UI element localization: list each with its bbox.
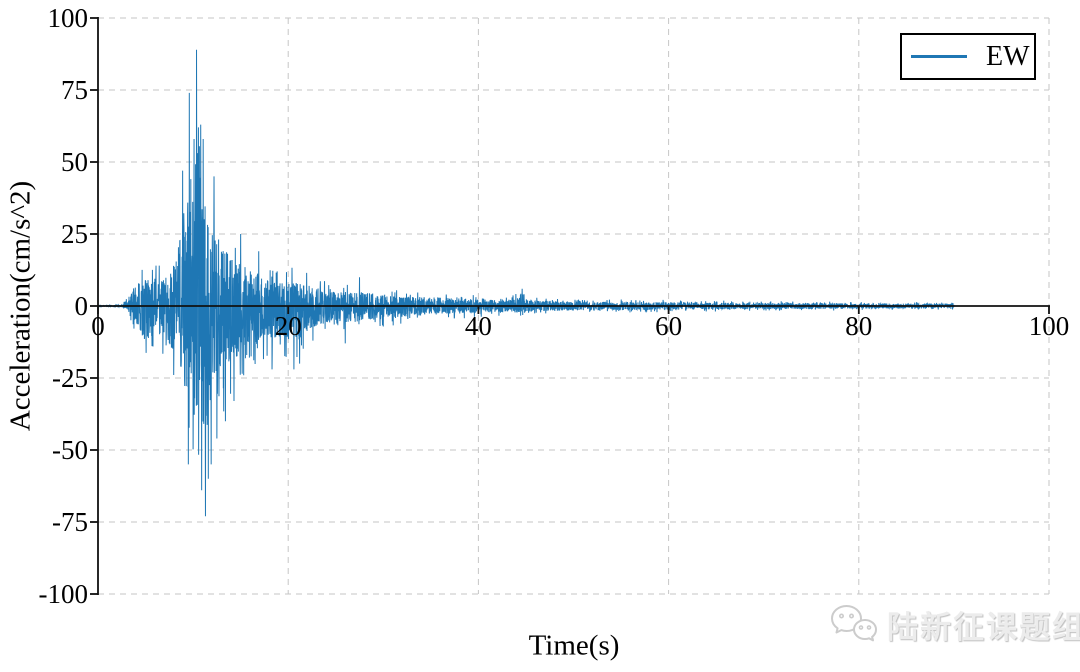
x-tick-label: 0 bbox=[91, 311, 105, 341]
wechat-icon bbox=[831, 605, 877, 642]
y-axis-title: Acceleration(cm/s^2) bbox=[4, 180, 37, 432]
x-tick-label: 100 bbox=[1028, 311, 1070, 341]
y-tick-label: 0 bbox=[74, 291, 89, 321]
y-tick-label: 25 bbox=[61, 219, 88, 249]
y-tick-label: -25 bbox=[52, 363, 88, 393]
axes bbox=[90, 17, 1050, 595]
x-tick-label: 80 bbox=[845, 311, 873, 341]
legend-line-sample bbox=[911, 55, 967, 58]
x-tick-label: 40 bbox=[464, 311, 492, 341]
y-tick-label: -50 bbox=[52, 435, 88, 465]
legend-label: EW bbox=[986, 40, 1030, 72]
x-axis-title: Time(s) bbox=[528, 629, 620, 662]
y-tick-label: 100 bbox=[47, 3, 89, 33]
y-tick-label: -75 bbox=[52, 507, 88, 537]
legend: EW bbox=[900, 33, 1036, 80]
watermark-text: 陆新征课题组 bbox=[887, 609, 1080, 646]
watermark: 陆新征课题组 bbox=[830, 598, 1080, 650]
y-tick-label: -100 bbox=[38, 579, 89, 609]
y-tick-label: 75 bbox=[61, 75, 88, 105]
x-tick-label: 60 bbox=[655, 311, 683, 341]
y-tick-label: 50 bbox=[61, 147, 88, 177]
ew-waveform-series bbox=[97, 49, 955, 517]
x-tick-label: 20 bbox=[274, 311, 302, 341]
